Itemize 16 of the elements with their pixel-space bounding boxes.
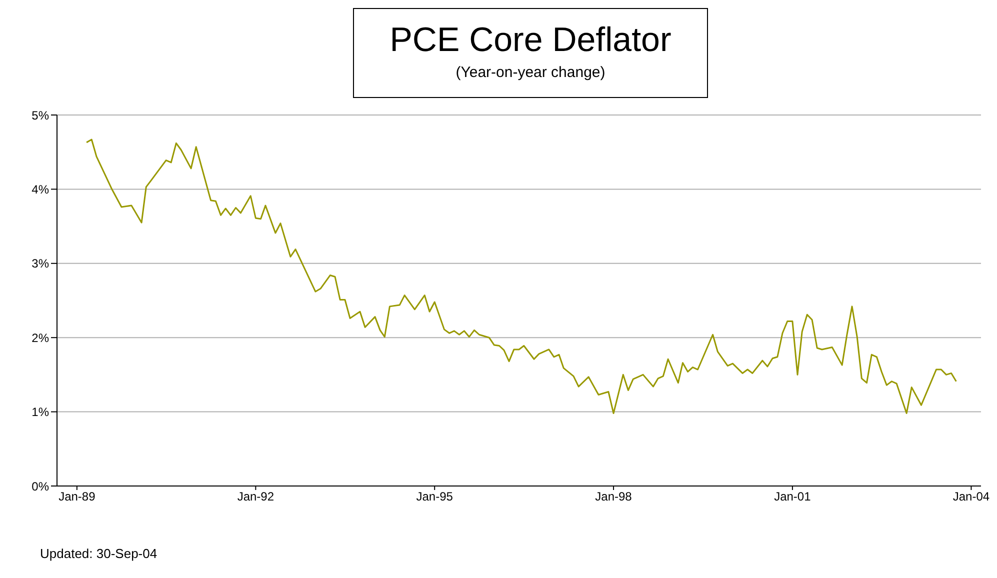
x-tick-label: Jan-92 [237, 490, 274, 504]
text: Updated: 30-Sep-04 [40, 546, 158, 561]
y-tick-label: 4% [32, 182, 50, 196]
chart-title: PCE Core Deflator [388, 21, 672, 60]
x-tick-label: Jan-04 [952, 490, 990, 504]
y-tick-label: 3% [32, 256, 50, 271]
y-tick-label: 0% [32, 479, 50, 494]
line-series [86, 138, 957, 414]
x-tick-label: Jan-95 [416, 490, 454, 504]
chart-subtitle: (Year-on-year change) [454, 64, 606, 81]
x-tick-label: Jan-01 [774, 490, 812, 504]
x-tick-label: Jan-98 [595, 490, 632, 504]
y-tick-label: 1% [32, 405, 50, 420]
x-tick-label: Jan-89 [58, 490, 96, 504]
y-tick-label: 5% [32, 108, 50, 122]
y-tick-label: 2% [32, 330, 50, 345]
